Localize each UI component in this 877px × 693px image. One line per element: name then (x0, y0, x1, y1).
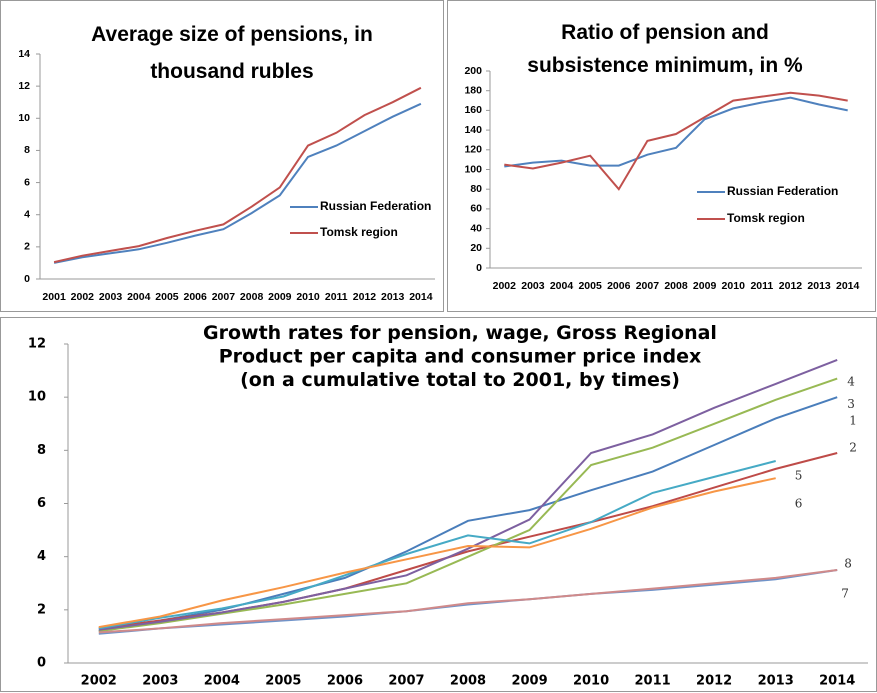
y-tick-label: 180 (464, 84, 482, 96)
y-tick-label: 6 (37, 496, 46, 511)
x-tick-label: 2014 (409, 291, 433, 303)
series-line (98, 377, 838, 633)
x-tick-label: 2009 (511, 674, 547, 689)
y-tick-label: 140 (464, 124, 482, 136)
x-tick-label: 2002 (81, 674, 117, 689)
x-tick-label: 2001 (42, 291, 66, 303)
y-tick-label: 40 (470, 222, 482, 234)
series-end-label: 7 (841, 586, 849, 600)
y-tick-label: 0 (37, 656, 46, 671)
y-tick-label: 6 (24, 176, 30, 188)
x-tick-label: 2007 (212, 291, 236, 303)
series-line (53, 86, 422, 264)
x-tick-label: 2002 (71, 291, 95, 303)
x-tick-label: 2010 (722, 280, 746, 292)
x-tick-label: 2014 (819, 674, 855, 689)
x-tick-label: 2006 (183, 291, 207, 303)
series-line (98, 569, 838, 634)
series-end-label: 1 (849, 414, 857, 428)
y-tick-label: 10 (18, 112, 30, 124)
y-tick-label: 100 (464, 163, 482, 175)
x-tick-label: 2012 (353, 291, 377, 303)
x-tick-label: 2011 (750, 280, 773, 292)
series-line (98, 460, 776, 630)
x-tick-label: 2008 (664, 280, 688, 292)
y-tick-label: 2 (24, 241, 30, 253)
x-tick-label: 2008 (240, 291, 264, 303)
x-tick-label: 2011 (635, 674, 671, 689)
x-tick-label: 2009 (693, 280, 717, 292)
x-tick-label: 2013 (381, 291, 405, 303)
y-tick-label: 14 (18, 48, 30, 60)
x-tick-label: 2014 (836, 280, 860, 292)
x-tick-label: 2010 (296, 291, 320, 303)
series-line (98, 569, 838, 635)
x-tick-label: 2013 (758, 674, 794, 689)
x-tick-label: 2005 (578, 280, 602, 292)
x-tick-label: 2003 (142, 674, 178, 689)
x-tick-label: 2012 (779, 280, 803, 292)
y-tick-label: 10 (28, 390, 46, 405)
legend-label: Russian Federation (320, 199, 431, 213)
y-tick-label: 200 (464, 65, 482, 77)
y-tick-label: 160 (464, 104, 482, 116)
y-tick-label: 0 (24, 273, 30, 285)
y-tick-label: 8 (37, 443, 46, 458)
series-end-label: 6 (795, 497, 803, 511)
chart-title: Growth rates for pension, wage, Gross Re… (203, 322, 717, 391)
legend-label: Russian Federation (727, 184, 838, 198)
chart-title: Average size of pensions, in thousand rub… (91, 23, 373, 83)
y-tick-label: 2 (37, 602, 46, 617)
y-tick-label: 80 (470, 183, 482, 195)
x-tick-label: 2002 (493, 280, 517, 292)
x-tick-label: 2008 (450, 674, 486, 689)
x-tick-label: 2006 (327, 674, 363, 689)
x-tick-label: 2009 (268, 291, 292, 303)
series-line (98, 358, 838, 631)
x-tick-label: 2004 (550, 280, 574, 292)
series-end-label: 8 (844, 556, 852, 570)
y-tick-label: 8 (24, 144, 30, 156)
x-tick-label: 2003 (99, 291, 123, 303)
x-tick-label: 2004 (204, 674, 240, 689)
legend-label: Tomsk region (727, 211, 805, 225)
y-tick-label: 120 (464, 144, 482, 156)
y-tick-label: 12 (18, 80, 30, 92)
x-tick-label: 2012 (696, 674, 732, 689)
x-tick-label: 2004 (127, 291, 151, 303)
series-line (98, 477, 776, 629)
series-line (53, 102, 422, 264)
series-line (98, 396, 838, 633)
x-tick-label: 2007 (636, 280, 660, 292)
x-tick-label: 2005 (265, 674, 301, 689)
y-tick-label: 0 (476, 262, 482, 274)
y-tick-label: 12 (28, 337, 46, 352)
x-tick-label: 2010 (573, 674, 609, 689)
series-end-label: 3 (847, 397, 855, 411)
x-tick-label: 2013 (807, 280, 831, 292)
series-line (504, 96, 848, 168)
x-tick-label: 2005 (155, 291, 179, 303)
y-tick-label: 60 (470, 203, 482, 215)
chart-title: Ratio of pension and subsistence minimum,… (527, 21, 803, 77)
x-tick-label: 2007 (388, 674, 424, 689)
legend-label: Tomsk region (320, 225, 398, 239)
x-tick-label: 2003 (521, 280, 545, 292)
series-end-label: 2 (849, 440, 857, 454)
y-tick-label: 20 (470, 242, 482, 254)
x-tick-label: 2006 (607, 280, 631, 292)
panel (447, 0, 876, 312)
y-tick-label: 4 (24, 208, 30, 220)
series-line (504, 91, 848, 191)
panel (0, 0, 444, 312)
y-tick-label: 4 (37, 549, 46, 564)
x-tick-label: 2011 (325, 291, 348, 303)
series-end-label: 4 (847, 374, 855, 388)
series-end-label: 5 (795, 468, 803, 482)
